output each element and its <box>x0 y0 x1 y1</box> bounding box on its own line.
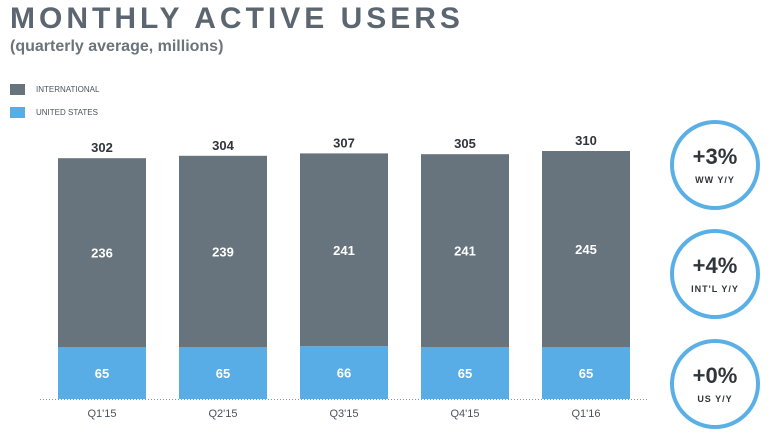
data-label-united-states: 65 <box>216 366 230 381</box>
data-label-total: 310 <box>575 133 597 148</box>
x-tick-label: Q1'15 <box>87 408 116 420</box>
data-label-united-states: 65 <box>579 366 593 381</box>
legend-swatch-united-states <box>10 107 25 118</box>
data-label-international: 241 <box>454 244 476 259</box>
bar-segment-united-states <box>58 347 146 399</box>
data-label-international: 236 <box>91 246 113 261</box>
x-tick-label: Q2'15 <box>208 408 237 420</box>
legend-swatch-international <box>10 84 25 95</box>
x-tick-label: Q1'16 <box>571 408 600 420</box>
badge-value: +3% <box>692 144 738 169</box>
bar-segment-international <box>58 158 146 347</box>
badge-caption: WW Y/Y <box>695 175 735 185</box>
data-label-united-states: 65 <box>95 366 109 381</box>
data-label-united-states: 65 <box>458 366 472 381</box>
data-label-total: 307 <box>333 135 355 150</box>
badge-value: +0% <box>692 363 738 388</box>
badge-worldwide-growth: +3% WW Y/Y <box>670 120 760 210</box>
x-tick-label: Q4'15 <box>450 408 479 420</box>
data-label-international: 245 <box>575 242 597 257</box>
data-label-international: 241 <box>333 243 355 258</box>
badge-caption: US Y/Y <box>697 394 733 404</box>
bar-segment-united-states <box>542 347 630 399</box>
x-tick-label: Q3'15 <box>329 408 358 420</box>
data-label-united-states: 66 <box>337 366 351 381</box>
badge-value: +4% <box>692 253 738 278</box>
bar-segment-united-states <box>300 346 388 399</box>
bar-segment-international <box>300 153 388 347</box>
badge-international-growth: +4% INT'L Y/Y <box>670 229 760 319</box>
bar-segment-international <box>179 155 267 347</box>
bar-segment-united-states <box>421 347 509 399</box>
bar-segment-united-states <box>179 347 267 399</box>
legend-label-united-states: UNITED STATES <box>36 108 98 117</box>
badge-us-growth: +0% US Y/Y <box>670 339 760 429</box>
data-label-international: 239 <box>212 244 234 259</box>
badge-caption: INT'L Y/Y <box>691 284 739 294</box>
data-label-total: 304 <box>212 138 234 153</box>
bar-segment-international <box>542 151 630 347</box>
legend-label-international: INTERNATIONAL <box>36 85 100 94</box>
bar-segment-international <box>421 154 509 347</box>
chart-title: MONTHLY ACTIVE USERS <box>10 2 464 35</box>
data-label-total: 302 <box>91 140 113 155</box>
data-label-total: 305 <box>454 136 476 151</box>
chart-subtitle: (quarterly average, millions) <box>10 38 224 55</box>
